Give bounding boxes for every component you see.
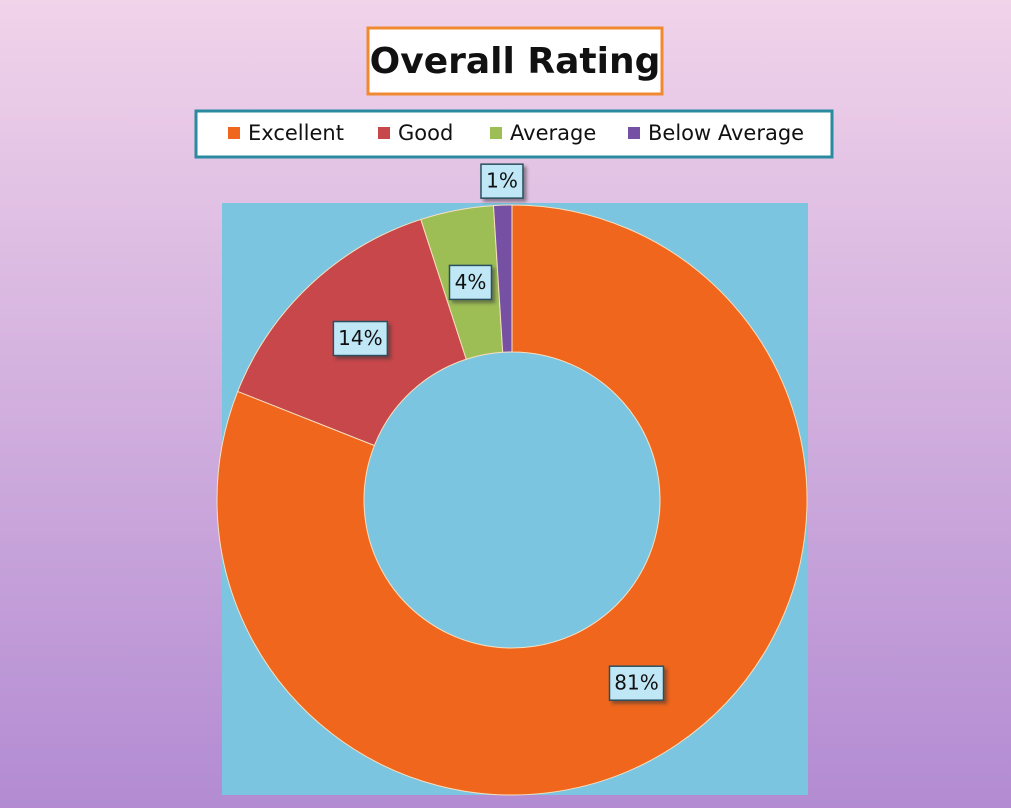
legend-box (194, 109, 834, 159)
legend-swatch (628, 127, 640, 139)
legend-label: Excellent (248, 121, 344, 145)
data-label: 81% (614, 671, 658, 695)
legend-swatch (378, 127, 390, 139)
legend-label: Average (510, 121, 596, 145)
title-box (366, 26, 664, 96)
donut-slice (216, 204, 808, 796)
legend-swatch (490, 127, 502, 139)
legend-swatch (228, 127, 240, 139)
legend-label: Below Average (648, 121, 804, 145)
data-label: 1% (486, 169, 518, 193)
data-label-box (480, 163, 524, 199)
data-label-box (448, 264, 493, 301)
data-label: 4% (455, 270, 487, 294)
data-label-box (608, 665, 665, 701)
data-label-box (332, 320, 389, 357)
legend-label: Good (398, 121, 453, 145)
chart-title: Overall Rating (370, 41, 661, 82)
data-label: 14% (338, 326, 382, 350)
donut-slice (492, 204, 513, 353)
